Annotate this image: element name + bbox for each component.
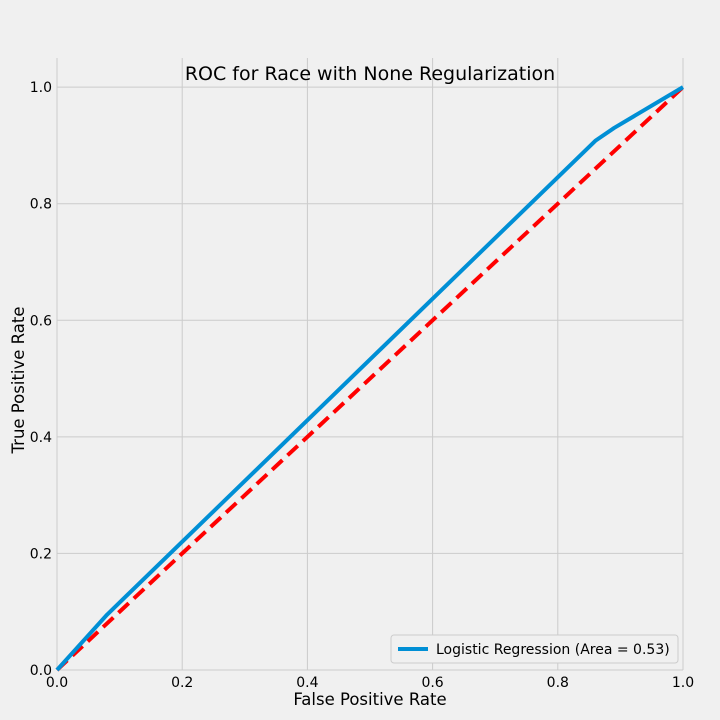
series-lines	[55, 85, 685, 672]
y-tick-label: 0.8	[30, 197, 52, 213]
y-tick-label: 0.0	[30, 663, 52, 679]
y-tick-label: 0.6	[30, 313, 52, 329]
x-tick-label: 0.2	[171, 675, 193, 691]
chart-title: ROC for Race with None Regularization	[185, 63, 555, 85]
y-tick-label: 1.0	[30, 80, 52, 96]
legend: Logistic Regression (Area = 0.53)	[390, 634, 679, 664]
y-tick-label: 0.4	[30, 430, 52, 446]
tick-labels: 0.0 0.2 0.4 0.6 0.8 1.0 0.0 0.2 0.4 0.6 0.8 1.0	[30, 80, 694, 691]
y-tick-label: 0.2	[30, 546, 52, 562]
legend-label: Logistic Regression (Area = 0.53)	[436, 642, 670, 658]
x-tick-label: 0.4	[296, 675, 318, 691]
y-axis-label: True Positive Rate	[9, 307, 28, 455]
x-tick-label: 0.8	[547, 675, 569, 691]
x-axis-label: False Positive Rate	[293, 690, 446, 709]
x-tick-label: 0.6	[421, 675, 443, 691]
chance-line	[55, 85, 685, 672]
legend-box	[390, 634, 679, 664]
x-tick-label: 0.0	[46, 675, 68, 691]
grid-lines	[56, 58, 684, 671]
x-tick-label: 1.0	[672, 675, 694, 691]
roc-curve-line	[55, 85, 685, 672]
